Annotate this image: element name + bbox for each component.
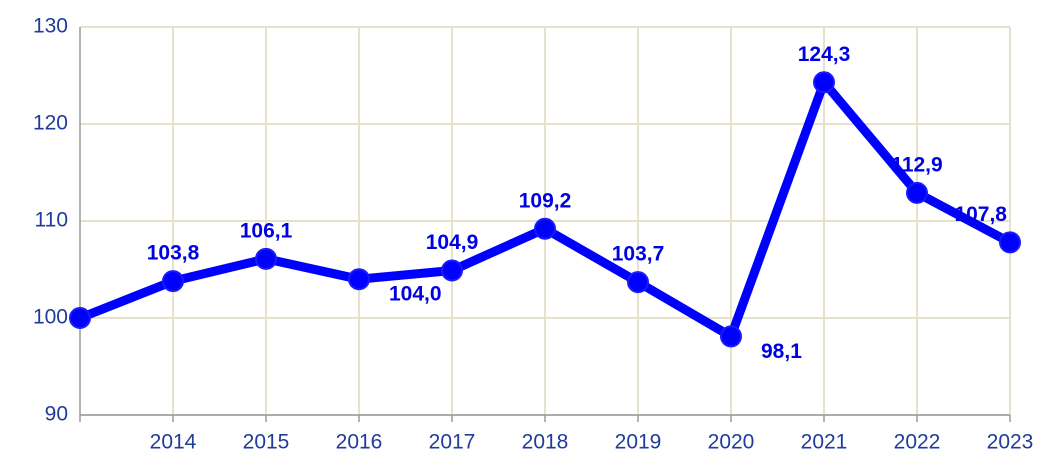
x-tick-label: 2019 <box>615 431 662 454</box>
data-label: 106,1 <box>240 219 293 242</box>
data-point <box>69 307 91 329</box>
y-tick-label: 100 <box>33 306 68 329</box>
x-tick-label: 2015 <box>243 431 290 454</box>
y-tick-label: 90 <box>45 403 68 426</box>
x-tick-label: 2016 <box>336 431 383 454</box>
data-label: 103,7 <box>612 243 665 266</box>
y-tick-label: 110 <box>35 209 68 232</box>
x-tick-label: 2023 <box>987 431 1034 454</box>
data-point <box>627 271 649 294</box>
data-point <box>906 181 928 204</box>
data-label: 124,3 <box>798 43 851 66</box>
data-label: 107,8 <box>954 203 1007 226</box>
data-label: 104,9 <box>426 231 479 254</box>
y-tick-label: 120 <box>33 112 68 135</box>
data-point <box>534 217 556 240</box>
x-tick-label: 2020 <box>708 431 755 454</box>
data-label: 104,0 <box>389 283 442 306</box>
data-label: 109,2 <box>519 189 572 212</box>
x-tick-label: 2021 <box>801 431 848 454</box>
x-tick-label: 2014 <box>150 431 197 454</box>
x-tick-label: 2018 <box>522 431 569 454</box>
data-label: 112,9 <box>891 153 942 176</box>
x-tick-label: 2017 <box>429 431 476 454</box>
data-label: 98,1 <box>761 340 802 363</box>
data-point <box>348 268 370 291</box>
data-point <box>720 325 742 348</box>
data-point <box>255 247 277 270</box>
data-label: 103,8 <box>147 242 200 265</box>
y-tick-label: 130 <box>33 15 68 38</box>
x-tick-label: 2022 <box>894 431 941 454</box>
data-point <box>999 231 1021 254</box>
data-point <box>813 71 835 94</box>
data-point <box>441 259 463 282</box>
data-point <box>162 270 184 293</box>
